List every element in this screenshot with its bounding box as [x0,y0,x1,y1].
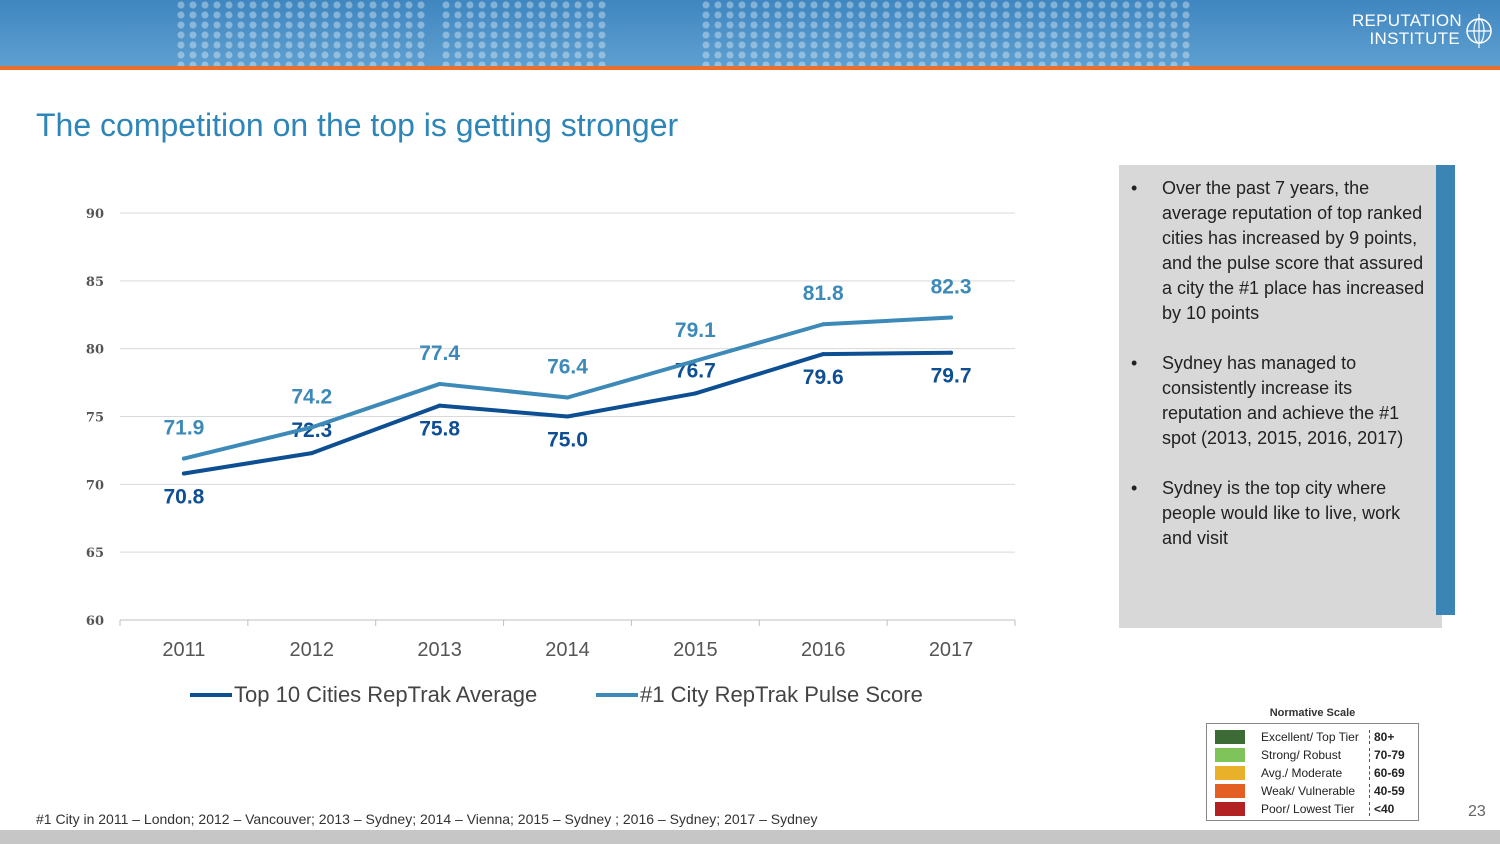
scale-label: Poor/ Lowest Tier [1261,802,1355,816]
insights-panel [1119,165,1442,628]
insight-text: Sydney has managed to consistently incre… [1162,353,1404,448]
footnote: #1 City in 2011 – London; 2012 – Vancouv… [36,811,818,827]
insight-text: Over the past 7 years, the average reput… [1162,178,1425,323]
slide-title: The competition on the top is getting st… [36,107,679,143]
data-point [693,391,698,396]
y-tick-label: 75 [86,411,104,426]
data-point [949,315,954,320]
data-point [437,381,442,386]
y-tick-label: 60 [86,614,104,629]
scale-row: Weak/ Vulnerable 40-59 [1215,782,1418,800]
data-label: 75.0 [547,429,588,452]
scale-range: 70-79 [1369,748,1405,762]
data-label: 81.8 [803,282,844,305]
scale-swatch [1215,766,1245,780]
data-point [437,403,442,408]
header-rule [0,66,1500,70]
y-tick-label: 70 [86,478,104,493]
legend-swatch-top10 [190,693,232,697]
data-label: 76.4 [547,356,588,379]
data-point [309,451,314,456]
scale-swatch [1215,802,1245,816]
scale-range: <40 [1369,802,1394,816]
normative-scale-table: Excellent/ Top Tier 80+ Strong/ Robust 7… [1206,723,1419,821]
x-tick-label: 2012 [290,639,335,661]
legend-label-pulse: #1 City RepTrak Pulse Score [640,682,923,707]
legend-swatch-pulse [596,693,638,697]
bullet-icon: • [1131,478,1138,498]
globe-icon [1466,14,1492,48]
scale-range: 60-69 [1369,766,1405,780]
scale-range: 80+ [1369,730,1394,744]
scale-swatch [1215,784,1245,798]
line-chart: 60 65 70 75 80 85 90 2011 2012 2013 2014 2015 2016 20… [86,207,1016,661]
data-label: 82.3 [931,275,972,298]
data-point [181,456,186,461]
insights-list: • Over the past 7 years, the average repu… [1128,176,1428,576]
scale-label: Strong/ Robust [1261,748,1342,762]
x-tick-label: 2014 [545,639,590,661]
insights-accent-bar [1436,165,1455,615]
y-tick-label: 80 [86,343,104,358]
insight-text: Sydney is the top city where people woul… [1162,478,1401,548]
legend-item-pulse: #1 City RepTrak Pulse Score [596,682,923,708]
world-map-dots [440,0,610,66]
legend-label-top10: Top 10 Cities RepTrak Average [234,682,538,707]
data-point [309,425,314,430]
scale-row: Excellent/ Top Tier 80+ [1215,728,1418,746]
scale-swatch [1215,748,1245,762]
data-label: 77.4 [419,342,460,365]
page-number: 23 [1468,803,1486,820]
x-tick-label: 2017 [929,639,974,661]
y-tick-label: 85 [86,275,104,290]
y-tick-label: 90 [86,207,104,222]
world-map-dots [175,0,425,66]
data-point [949,350,954,355]
data-point [693,358,698,363]
insight-item: • Sydney is the top city where people wou… [1128,476,1428,551]
data-label: 70.8 [163,485,204,508]
data-point [821,352,826,357]
data-label: 79.1 [675,319,716,342]
insight-item: • Sydney has managed to consistently incr… [1128,351,1428,451]
footer-band [0,830,1500,844]
scale-swatch [1215,730,1245,744]
logo-line-1: REPUTATION [1351,11,1462,30]
data-label: 79.7 [931,365,972,388]
scale-row: Avg./ Moderate 60-69 [1215,764,1418,782]
scale-label: Excellent/ Top Tier [1261,730,1359,744]
x-tick-label: 2015 [673,639,718,661]
scale-row: Strong/ Robust 70-79 [1215,746,1418,764]
normative-scale: Normative Scale Excellent/ Top Tier 80+ … [1206,707,1419,821]
legend-item-top10: Top 10 Cities RepTrak Average [190,682,537,708]
bullet-icon: • [1131,178,1138,198]
x-tick-label: 2013 [417,639,462,661]
data-label: 75.8 [419,418,460,441]
normative-scale-title: Normative Scale [1269,707,1356,719]
world-map-dots [700,0,1190,66]
data-point [181,471,186,476]
data-point [565,414,570,419]
scale-range: 40-59 [1369,784,1405,798]
data-label: 79.6 [803,366,844,389]
data-point [565,395,570,400]
x-tick-label: 2016 [801,639,846,661]
header-band: REPUTATION INSTITUTE [0,0,1500,66]
bullet-icon: • [1131,353,1138,373]
scale-row: Poor/ Lowest Tier <40 [1215,800,1418,818]
y-tick-label: 65 [86,546,104,561]
data-label: 74.2 [291,385,332,408]
scale-label: Weak/ Vulnerable [1261,784,1356,798]
logo-line-2: INSTITUTE [1369,29,1460,48]
data-point [821,322,826,327]
x-tick-label: 2011 [162,639,205,661]
data-label: 71.9 [163,417,204,440]
scale-label: Avg./ Moderate [1261,766,1343,780]
insight-item: • Over the past 7 years, the average repu… [1128,176,1428,326]
company-logo: REPUTATION INSTITUTE [1351,11,1492,48]
